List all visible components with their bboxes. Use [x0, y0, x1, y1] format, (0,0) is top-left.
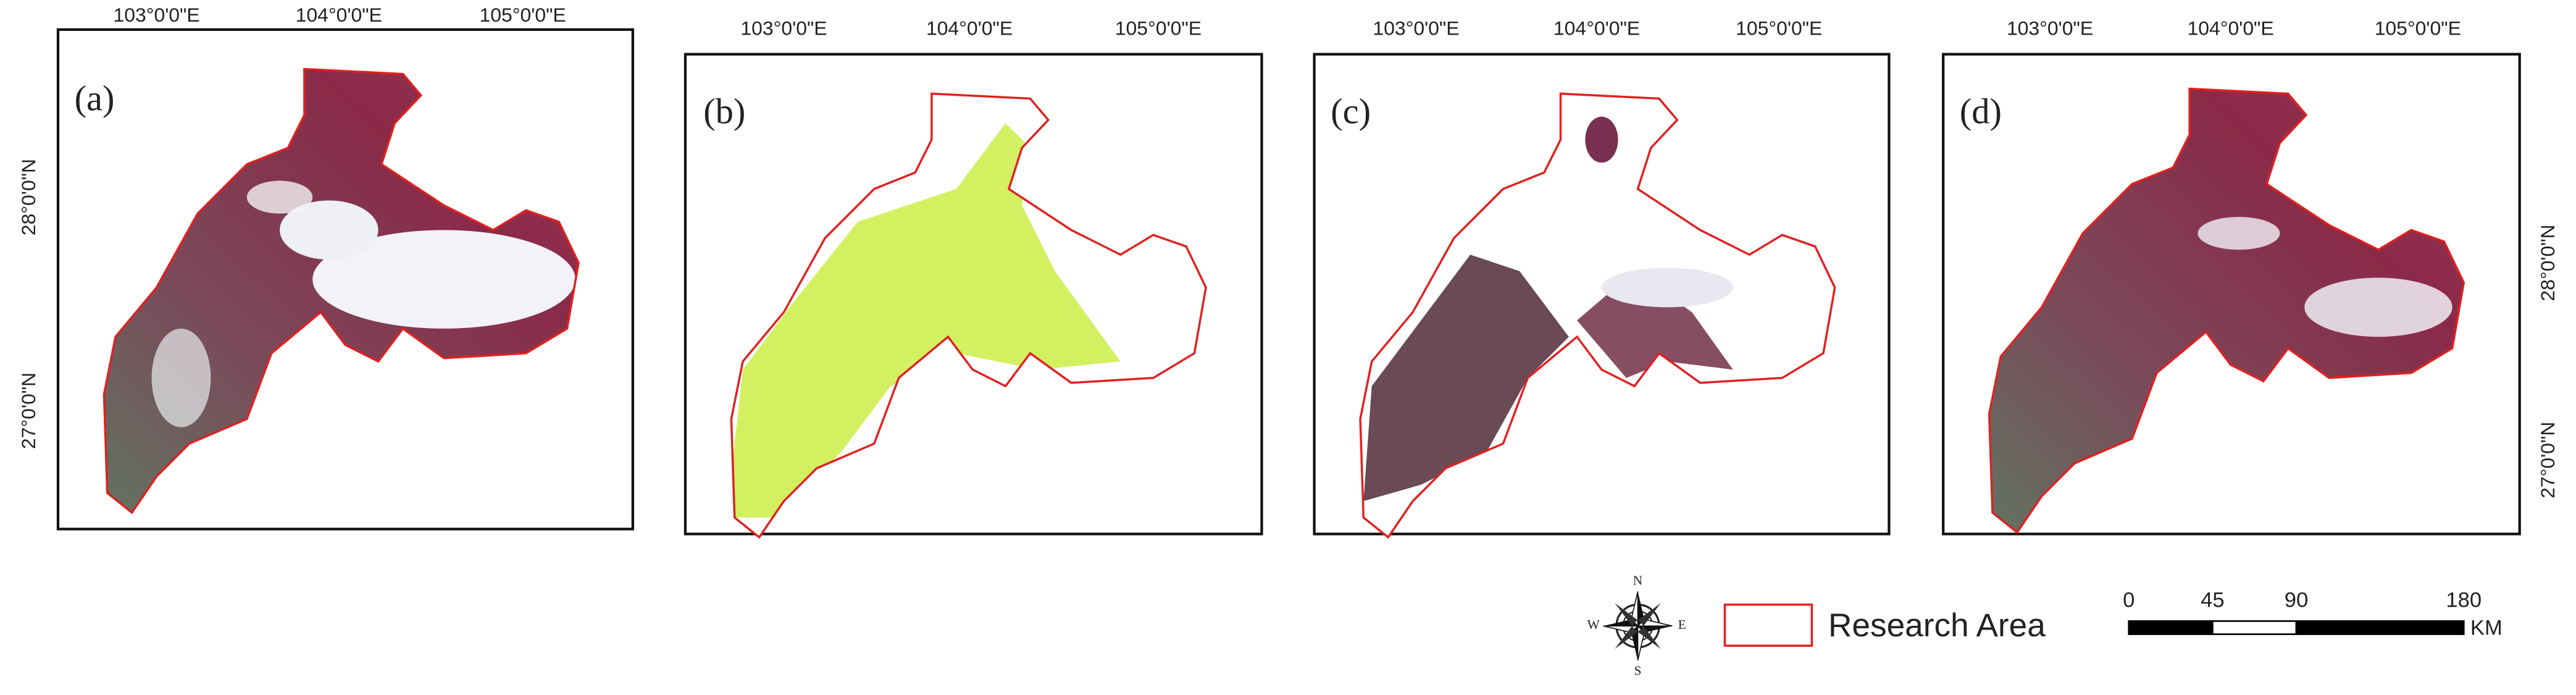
panel-label: (a) — [75, 78, 115, 118]
compass-e: E — [1678, 617, 1686, 632]
lon-label: 103°0'0"E — [2007, 17, 2093, 39]
lon-label: 105°0'0"E — [1736, 17, 1822, 39]
panel-frame — [1942, 53, 2521, 536]
scale-tick-label: 90 — [2285, 589, 2308, 612]
panel-frame — [684, 53, 1263, 536]
compass-n: N — [1633, 573, 1642, 588]
panel-label: (c) — [1331, 91, 1371, 132]
lon-label: 105°0'0"E — [480, 4, 566, 26]
panel-frame — [1313, 53, 1891, 536]
lon-label: 104°0'0"E — [2188, 17, 2274, 39]
lat-label: 27°0'0"N — [17, 373, 40, 449]
lon-label: 103°0'0"E — [740, 17, 827, 39]
lon-label: 104°0'0"E — [926, 17, 1013, 39]
compass-w: W — [1587, 617, 1600, 632]
map-a — [102, 67, 580, 514]
lon-label: 105°0'0"E — [2375, 17, 2461, 39]
map-d — [1988, 87, 2465, 534]
panel-frame — [56, 28, 634, 531]
panel-label: (d) — [1960, 91, 2002, 132]
legend-label: Research Area — [1828, 607, 2046, 644]
lat-label: 28°0'0"N — [17, 159, 40, 235]
map-c — [1359, 92, 1836, 539]
panel-label: (b) — [703, 91, 745, 132]
lat-label: 28°0'0"N — [2536, 224, 2559, 301]
lon-label: 105°0'0"E — [1115, 17, 1202, 39]
lon-label: 103°0'0"E — [1373, 17, 1459, 39]
lon-label: 104°0'0"E — [1554, 17, 1640, 39]
legend-swatch — [1723, 603, 1813, 647]
map-b — [730, 92, 1207, 539]
scale-tick-label: 180 — [2446, 589, 2482, 612]
compass-s: S — [1634, 663, 1642, 678]
scale-tick-label: 0 — [2123, 589, 2135, 612]
compass — [1603, 591, 1673, 661]
scale-segment — [2212, 620, 2298, 635]
lon-label: 104°0'0"E — [296, 4, 382, 26]
scale-segment — [2295, 620, 2465, 635]
lat-label: 27°0'0"N — [2536, 422, 2559, 499]
scale-segment — [2128, 620, 2214, 635]
scale-unit: KM — [2470, 617, 2503, 640]
lon-label: 103°0'0"E — [113, 4, 199, 26]
scale-tick-label: 45 — [2201, 589, 2224, 612]
scale-bar: 0 45 90 180 KM — [2123, 589, 2503, 640]
